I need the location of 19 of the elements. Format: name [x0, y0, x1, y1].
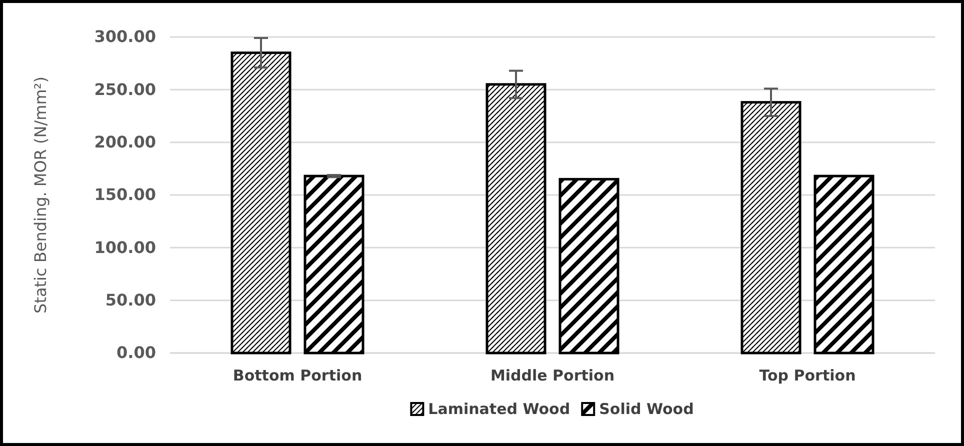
y-tick-label: 100.00 [94, 238, 156, 257]
y-tick-label: 50.00 [105, 290, 156, 310]
y-axis-title: Static Bending. MOR (N/mm²) [31, 76, 50, 314]
x-tick-label: Middle Portion [490, 366, 615, 385]
y-tick-label: 0.00 [116, 343, 156, 362]
bar [558, 178, 620, 354]
y-tick-label: 300.00 [94, 27, 156, 46]
x-tick-label: Top Portion [759, 366, 856, 385]
bar [486, 83, 546, 354]
legend-label: Solid Wood [599, 400, 694, 418]
bar [814, 174, 874, 354]
bar [740, 101, 802, 354]
bar [304, 174, 364, 354]
legend-label: Laminated Wood [428, 400, 570, 418]
y-tick-label: 250.00 [94, 80, 156, 99]
y-tick-label: 150.00 [94, 185, 156, 204]
x-tick-label: Bottom Portion [232, 366, 362, 385]
bar [230, 52, 292, 354]
y-tick-label: 200.00 [94, 132, 156, 152]
